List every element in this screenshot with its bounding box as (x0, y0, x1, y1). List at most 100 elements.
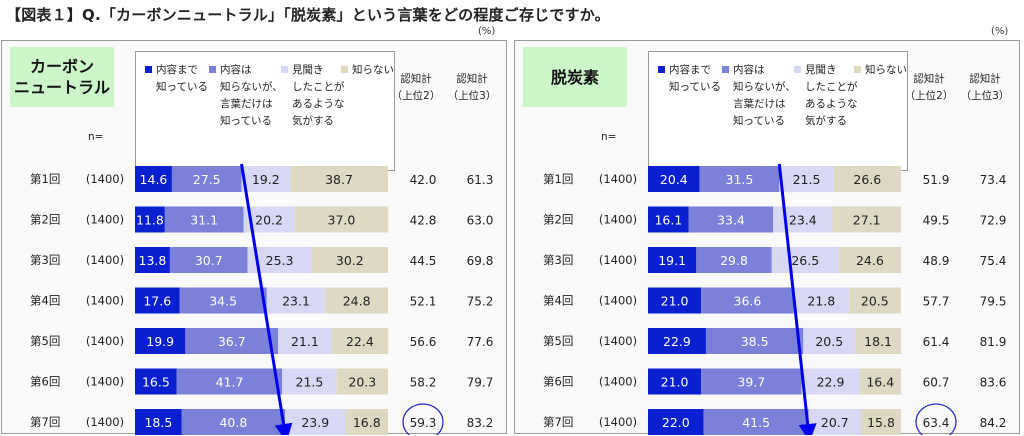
row-label: 第1回 (543, 172, 573, 186)
sample-size-header: n= (601, 131, 617, 143)
top3-value: 83.6 (980, 376, 1007, 390)
row-label: 第3回 (543, 253, 573, 267)
sample-size: (1400) (86, 334, 124, 348)
top2-value: 56.6 (410, 335, 437, 349)
top2-value: 52.1 (410, 295, 437, 309)
segment-value-label: 23.4 (789, 213, 817, 228)
row-label: 第6回 (543, 375, 573, 389)
bar-segment (135, 166, 172, 192)
row-label: 第6回 (30, 375, 60, 389)
bar-segment (705, 328, 804, 354)
segment-value-label: 20.2 (255, 213, 283, 228)
segment-value-label: 20.7 (821, 415, 849, 430)
segment-value-label: 20.5 (815, 334, 843, 349)
legend-item: 見聞き したことが あるような 気がする (794, 62, 858, 130)
segment-value-label: 25.3 (266, 253, 294, 268)
sample-size: (1400) (86, 172, 124, 186)
sample-size: (1400) (86, 415, 124, 429)
bar-segment (688, 206, 774, 233)
top2-value: 63.4 (923, 416, 950, 430)
sample-size: (1400) (599, 213, 637, 227)
bar-segment (855, 328, 901, 354)
row-label: 第4回 (30, 294, 60, 308)
trend-arrow (240, 163, 293, 435)
page-title: 【図表１】Q.「カーボンニュートラル」「脱炭素」という言葉をどの程度ご存じですか… (6, 6, 610, 24)
bar-segment (282, 368, 337, 395)
segment-value-label: 16.8 (353, 415, 381, 430)
segment-value-label: 27.5 (193, 172, 221, 187)
top2-value: 42.0 (410, 173, 437, 187)
segment-value-label: 33.4 (717, 213, 745, 228)
segment-value-label: 21.5 (793, 172, 821, 187)
bar-segment (278, 328, 332, 354)
bar-segment (648, 409, 704, 435)
row-label: 第2回 (30, 213, 60, 227)
segment-value-label: 31.5 (726, 172, 754, 187)
top3-value: 77.6 (467, 335, 494, 349)
bar-segment (176, 368, 283, 395)
segment-value-label: 13.8 (139, 253, 167, 268)
legend-label: 内容まで 知っている (669, 64, 721, 93)
legend-item: 内容は 知らないが、 言葉だけは 知っている (722, 62, 796, 130)
column-header-top3: 認知計 （上位3） (960, 73, 1010, 102)
bar-segment (648, 206, 689, 233)
legend-item: 内容は 知らないが、 言葉だけは 知っている (209, 62, 283, 130)
segment-value-label: 21.5 (296, 375, 324, 390)
top3-value: 81.9 (980, 335, 1007, 349)
legend-swatch (145, 66, 152, 73)
sample-size: (1400) (599, 375, 637, 389)
legend-item: 内容まで 知っている (658, 62, 721, 96)
segment-value-label: 23.9 (301, 415, 329, 430)
segment-value-label: 38.7 (325, 172, 353, 187)
segment-value-label: 11.8 (136, 213, 164, 228)
segment-value-label: 21.0 (661, 294, 689, 309)
segment-value-label: 19.9 (146, 334, 174, 349)
legend-item: 知らない (854, 62, 907, 79)
bar-segment (266, 287, 326, 314)
segment-value-label: 20.4 (660, 172, 688, 187)
bar-segment (331, 328, 389, 354)
sample-size: (1400) (86, 375, 124, 389)
segment-value-label: 24.6 (856, 253, 884, 268)
segment-value-label: 21.0 (661, 375, 689, 390)
segment-value-label: 27.1 (853, 213, 881, 228)
top2-value: 57.7 (923, 295, 950, 309)
bar-segment (135, 287, 180, 314)
bar-segment (336, 368, 388, 395)
bar-segment (803, 328, 856, 354)
sample-size: (1400) (599, 334, 637, 348)
bar-segment (135, 328, 186, 354)
segment-value-label: 26.6 (853, 172, 881, 187)
top2-value: 51.9 (923, 173, 950, 187)
bar-segment (701, 287, 794, 314)
segment-value-label: 17.6 (143, 294, 171, 309)
segment-value-label: 16.4 (866, 375, 894, 390)
top3-value: 61.3 (467, 173, 494, 187)
top3-value: 73.4 (980, 173, 1007, 187)
segment-value-label: 36.7 (218, 334, 246, 349)
sample-size: (1400) (86, 294, 124, 308)
chart-panel-carbon-neutral: カーボン ニュートラル 内容まで 知っている 内容は 知らないが、 言葉だけは … (1, 40, 507, 435)
segment-value-label: 20.3 (348, 375, 376, 390)
row-label: 第2回 (543, 213, 573, 227)
segment-value-label: 39.7 (737, 375, 765, 390)
bar-segment (648, 368, 702, 395)
bar-segment (859, 368, 901, 395)
row-label: 第3回 (30, 253, 60, 267)
segment-value-label: 41.7 (216, 375, 244, 390)
bar-segment (703, 409, 809, 435)
legend-swatch (341, 66, 348, 73)
unit-label: (%) (478, 26, 496, 37)
bar-segment (345, 409, 388, 435)
legend-label: 見聞き したことが あるような 気がする (292, 64, 345, 127)
sample-size: (1400) (86, 253, 124, 267)
row-label: 第1回 (30, 172, 60, 186)
segment-value-label: 19.1 (658, 253, 686, 268)
legend-swatch (209, 66, 216, 73)
legend-swatch (794, 66, 801, 73)
segment-value-label: 40.8 (219, 415, 247, 430)
bar-segment (285, 409, 346, 435)
bar-segment (648, 287, 702, 314)
column-header-top3: 認知計 （上位3） (447, 73, 497, 102)
legend-label: 見聞き したことが あるような 気がする (805, 64, 858, 127)
